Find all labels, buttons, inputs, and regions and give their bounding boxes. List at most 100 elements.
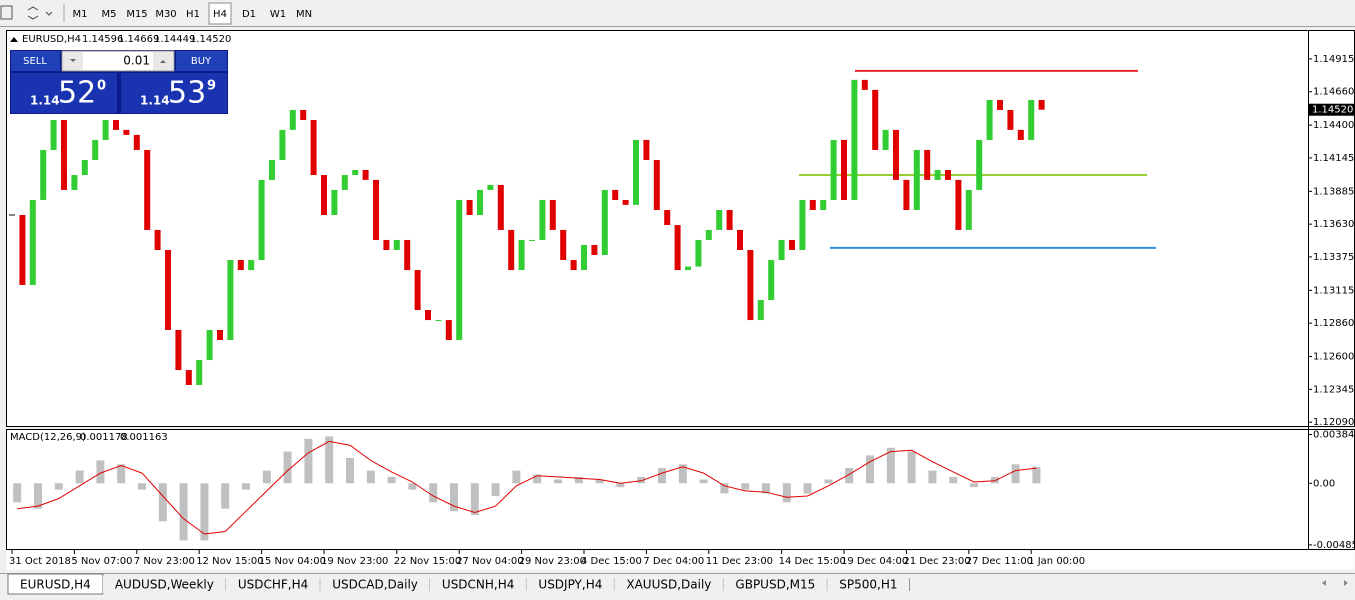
timeframe-active xyxy=(208,2,232,25)
macd-bar xyxy=(346,457,354,484)
timeframe-button[interactable]: M15 xyxy=(126,9,147,20)
candle xyxy=(352,170,359,176)
tab[interactable] xyxy=(827,576,910,593)
timeframe-button[interactable]: M30 xyxy=(155,9,176,20)
candle xyxy=(809,199,816,210)
tab[interactable] xyxy=(225,576,321,593)
current-price-label: 1.14520 xyxy=(1312,105,1353,116)
tab-label[interactable]: USDCNH,H4 xyxy=(442,578,515,592)
tab[interactable] xyxy=(723,576,828,593)
candle xyxy=(539,199,546,240)
macd-bar xyxy=(595,479,604,484)
y-tick-label: 1.13115 xyxy=(1313,285,1354,296)
candle xyxy=(383,239,390,250)
candle xyxy=(456,199,463,340)
macd-bar xyxy=(283,451,292,484)
macd-bar xyxy=(907,451,916,484)
candle xyxy=(643,139,650,160)
candle xyxy=(341,175,348,190)
candle xyxy=(165,249,171,330)
candle xyxy=(747,249,754,321)
candle xyxy=(851,79,858,200)
sell-label[interactable]: SELL xyxy=(23,56,47,67)
macd-bar xyxy=(158,483,167,522)
candle xyxy=(612,189,619,200)
macd-bar xyxy=(470,483,479,516)
candle xyxy=(716,210,723,230)
timeframe-button[interactable]: D1 xyxy=(242,9,256,20)
tool-icon[interactable] xyxy=(0,5,13,20)
timeframe-button[interactable]: M5 xyxy=(102,9,117,20)
x-tick-label: 4 Dec 15:00 xyxy=(581,556,642,567)
candle xyxy=(664,210,671,226)
volume-value[interactable]: 0.01 xyxy=(123,54,150,68)
ohlc-value: 1.14449 xyxy=(154,34,195,45)
tab-label[interactable]: AUDUSD,Weekly xyxy=(115,578,214,592)
candle xyxy=(685,266,691,271)
time-axis xyxy=(6,550,1355,570)
collapse-icon[interactable] xyxy=(10,37,18,42)
candle xyxy=(289,109,296,130)
macd-panel xyxy=(6,429,1355,550)
y-tick-label: 1.12600 xyxy=(1313,352,1354,363)
timeframe-button[interactable]: MN xyxy=(296,9,312,20)
bid-box[interactable] xyxy=(11,73,117,113)
candle xyxy=(934,170,941,180)
macd-bar xyxy=(824,479,833,484)
y-tick-label: 1.14915 xyxy=(1313,54,1354,65)
timeframe-button[interactable]: M1 xyxy=(73,9,88,20)
candle xyxy=(435,320,442,322)
candle xyxy=(913,149,920,210)
ask-pips: 53 xyxy=(168,76,206,111)
candle xyxy=(414,270,421,311)
candle xyxy=(487,184,494,190)
candle xyxy=(144,149,151,230)
tab-label[interactable]: XAUUSD,Daily xyxy=(626,578,711,592)
y-tick-label: 1.12345 xyxy=(1313,384,1354,395)
tab-label[interactable]: USDJPY,H4 xyxy=(538,578,602,592)
candle xyxy=(1007,109,1014,130)
buy-label[interactable]: BUY xyxy=(191,56,212,67)
tab-label[interactable]: SP500,H1 xyxy=(839,578,897,592)
macd-bar xyxy=(554,479,562,484)
buy-button[interactable] xyxy=(176,51,227,71)
tab-label[interactable]: EURUSD,H4 xyxy=(20,578,91,592)
candle xyxy=(425,310,431,321)
x-tick-label: 27 Dec 11:00 xyxy=(966,556,1033,567)
tool-icon[interactable] xyxy=(27,6,53,20)
macd-bar xyxy=(366,470,375,484)
macd-bar xyxy=(970,483,978,488)
tab-label[interactable]: GBPUSD,M15 xyxy=(735,578,815,592)
macd-bar xyxy=(408,483,417,490)
tab[interactable] xyxy=(526,576,615,593)
timeframe-button[interactable]: H4 xyxy=(213,9,227,20)
macd-bar xyxy=(512,470,521,484)
macd-bar xyxy=(949,476,958,484)
candle xyxy=(373,179,379,240)
timeframe-button[interactable]: H1 xyxy=(186,9,200,20)
tab-label[interactable]: USDCHF,H4 xyxy=(238,578,308,592)
tab-label[interactable]: USDCAD,Daily xyxy=(332,578,418,592)
candle xyxy=(820,199,827,210)
ask-box[interactable] xyxy=(121,73,227,113)
candle xyxy=(695,239,702,267)
tab[interactable] xyxy=(102,576,226,593)
x-tick-label: 22 Nov 15:00 xyxy=(394,556,461,567)
x-tick-label: 29 Nov 23:00 xyxy=(519,556,586,567)
tab[interactable] xyxy=(614,576,724,593)
macd-bar xyxy=(574,476,583,484)
timeframe-button[interactable]: W1 xyxy=(270,9,286,20)
candle xyxy=(81,159,88,176)
tab[interactable] xyxy=(429,576,527,593)
macd-bar xyxy=(720,483,729,494)
volume-box[interactable] xyxy=(61,50,175,72)
y-tick-label: 0.003847 xyxy=(1313,429,1355,440)
x-tick-label: 19 Dec 04:00 xyxy=(841,556,908,567)
candle xyxy=(570,260,577,271)
sell-button[interactable] xyxy=(11,51,60,71)
candle xyxy=(50,120,57,150)
macd-bar xyxy=(304,438,313,484)
tab[interactable] xyxy=(320,576,430,593)
